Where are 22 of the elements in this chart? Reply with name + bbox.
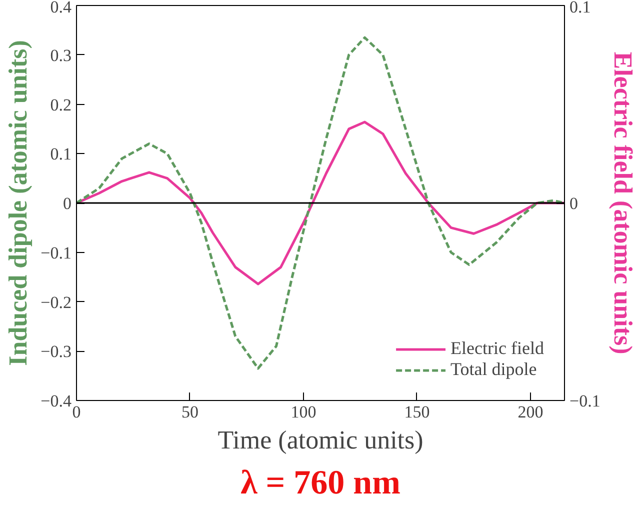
y2-tick-label: −0.1 [570, 392, 600, 410]
y-tick-label: −0.3 [40, 342, 72, 362]
y2-axis-title: Electric field (atomic units) [608, 52, 638, 354]
y-tick-label: 0.3 [50, 46, 72, 65]
x-tick-label: 200 [518, 402, 544, 422]
x-axis-title: Time (atomic units) [218, 426, 424, 454]
x-tick-label: 100 [290, 402, 316, 422]
y-tick-label: 0.2 [50, 95, 72, 114]
y2-tick-label: 0 [570, 194, 578, 213]
x-tick-label: 150 [404, 402, 430, 422]
y-tick-label: 0.1 [50, 144, 72, 164]
legend-label: Total dipole [450, 359, 537, 380]
y-tick-label: −0.2 [40, 292, 72, 312]
x-tick-label: 50 [181, 402, 198, 422]
y-tick-label: 0.4 [50, 0, 72, 16]
text: λ = 760 nm [240, 464, 400, 502]
y-tick-label: −0.4 [40, 392, 72, 410]
y-tick-label: −0.1 [40, 243, 72, 262]
y2-tick-label: 0.1 [570, 0, 591, 16]
legend-label: Electric field [450, 338, 544, 359]
y-tick-label: 0 [63, 194, 72, 213]
y-axis-title: Induced dipole (atomic units) [4, 40, 33, 366]
